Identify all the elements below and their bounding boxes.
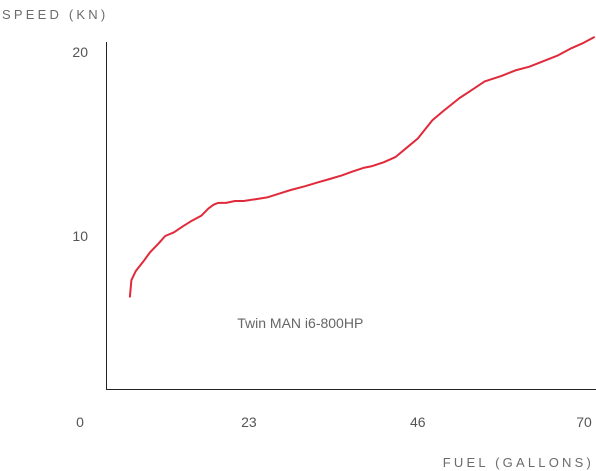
- x-ticks: 0 23 46 70: [76, 414, 592, 430]
- series-layer: [128, 36, 595, 298]
- x-tick-label: 46: [410, 414, 426, 430]
- series-line: [128, 36, 595, 298]
- y-tick-label: 20: [72, 44, 88, 60]
- x-axis-title: FUEL (GALLONS): [443, 455, 594, 470]
- x-tick-label: 0: [76, 414, 84, 430]
- y-axis-title: SPEED (KN): [2, 7, 108, 22]
- x-tick-label: 70: [576, 414, 592, 430]
- x-tick-label: 23: [241, 414, 257, 430]
- series-label: Twin MAN i6-800HP: [237, 315, 363, 331]
- y-ticks: 10 20: [72, 44, 88, 244]
- y-tick-label: 10: [72, 228, 88, 244]
